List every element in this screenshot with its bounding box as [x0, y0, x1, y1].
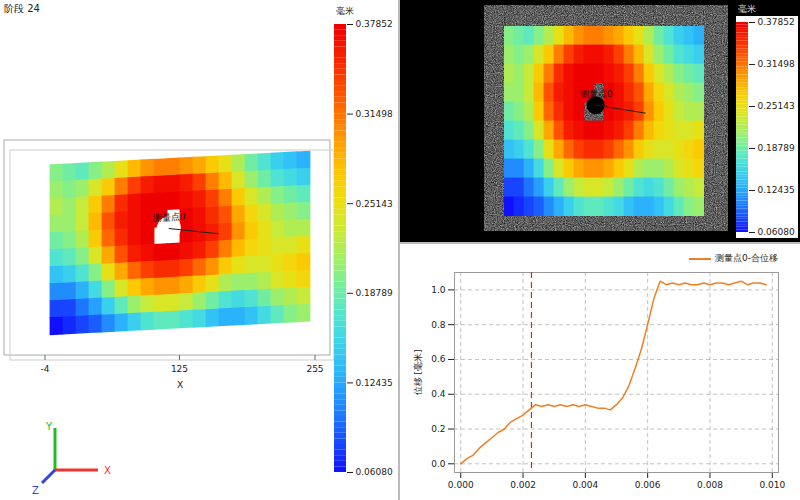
svg-text:0.0: 0.0	[431, 459, 446, 469]
svg-text:0.006: 0.006	[635, 480, 661, 490]
svg-text:Z: Z	[32, 485, 39, 496]
svg-text:测量点0: 测量点0	[580, 89, 613, 99]
svg-text:0.2: 0.2	[431, 424, 445, 434]
svg-text:0.6: 0.6	[431, 354, 446, 364]
svg-text:测量点0: 测量点0	[153, 212, 186, 224]
svg-text:125: 125	[171, 364, 188, 374]
svg-text:Y: Y	[45, 421, 53, 432]
svg-text:0.004: 0.004	[572, 480, 598, 490]
svg-text:0.4: 0.4	[431, 389, 446, 399]
svg-text:X: X	[104, 465, 111, 476]
svg-text:0.12435: 0.12435	[356, 378, 393, 388]
svg-text:1.0: 1.0	[431, 285, 446, 295]
svg-text:阶段 24: 阶段 24	[4, 3, 40, 14]
svg-text:0.06080: 0.06080	[758, 227, 795, 237]
svg-text:0.31498: 0.31498	[758, 59, 795, 69]
svg-text:0.8: 0.8	[431, 320, 446, 330]
svg-text:位移 [毫米]: 位移 [毫米]	[413, 350, 423, 396]
html-text:测量点0-合位移: 测量点0-合位移	[715, 253, 778, 263]
svg-text:毫米: 毫米	[738, 4, 756, 14]
svg-text:0.010: 0.010	[759, 480, 785, 490]
svg-text:0.12435: 0.12435	[758, 185, 795, 195]
svg-text:0.37852: 0.37852	[356, 19, 393, 29]
svg-text:0.37852: 0.37852	[758, 17, 795, 27]
svg-text:0.000: 0.000	[448, 480, 474, 490]
svg-text:0.25143: 0.25143	[758, 101, 795, 111]
svg-text:毫米: 毫米	[336, 6, 354, 16]
svg-text:0.18789: 0.18789	[356, 288, 393, 298]
svg-text:255: 255	[306, 364, 323, 374]
svg-text:0.18789: 0.18789	[758, 143, 795, 153]
svg-text:0.31498: 0.31498	[356, 109, 393, 119]
svg-text:0.25143: 0.25143	[356, 199, 393, 209]
svg-text:-4: -4	[41, 364, 50, 374]
svg-text:0.002: 0.002	[510, 480, 536, 490]
svg-text:0.008: 0.008	[697, 480, 723, 490]
svg-text:X: X	[177, 380, 183, 390]
svg-text:0.06080: 0.06080	[356, 467, 393, 477]
